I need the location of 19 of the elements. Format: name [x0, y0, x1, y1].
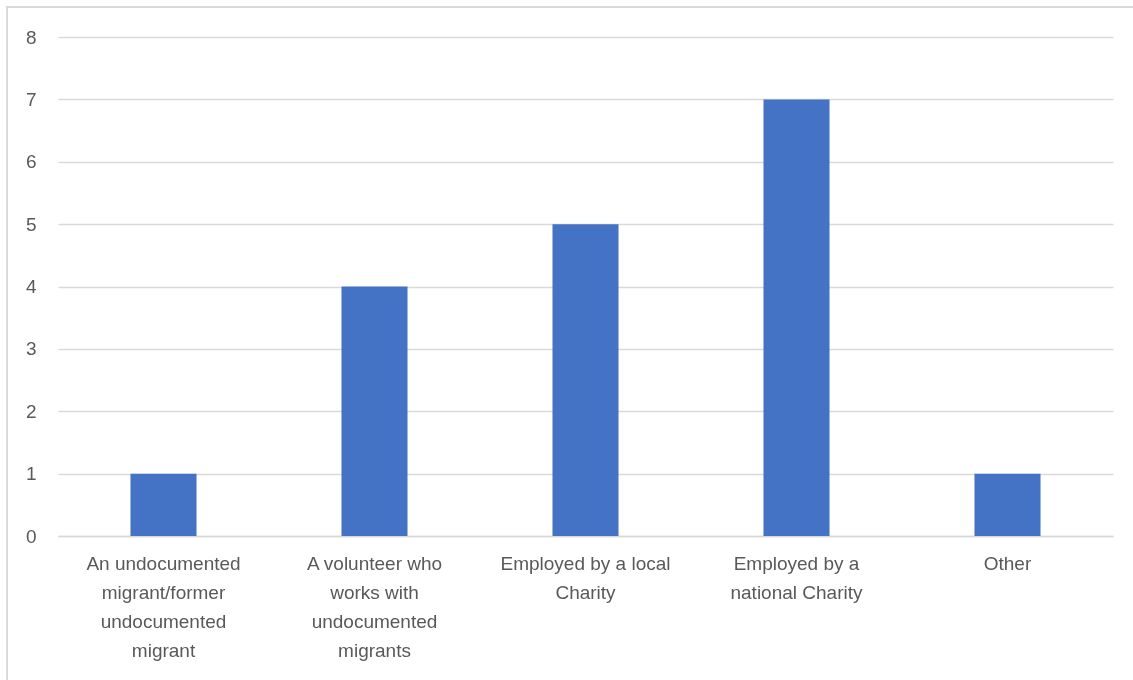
- bar: [974, 473, 1041, 536]
- y-tick-label: 8: [25, 26, 37, 48]
- x-tick-label: Employed by a local Charity: [500, 552, 671, 603]
- y-tick-label: 6: [25, 151, 37, 173]
- y-tick-label: 0: [25, 525, 37, 547]
- y-tick-label: 7: [25, 88, 37, 110]
- x-tick-label: An undocumented migrant/former undocumented migrant: [86, 552, 241, 661]
- y-tick-label: 2: [25, 400, 37, 422]
- x-tick-label: Other: [983, 552, 1032, 574]
- bar: [341, 286, 408, 536]
- y-tick-label: 1: [25, 463, 37, 485]
- y-tick-label: 4: [25, 276, 37, 297]
- bar: [552, 224, 619, 536]
- bar: [763, 99, 830, 536]
- bar: [130, 473, 197, 536]
- y-tick-label: 3: [25, 338, 37, 360]
- y-tick-label: 5: [25, 213, 37, 235]
- x-tick-label: A volunteer who works with undocumented migrants: [306, 552, 443, 661]
- x-tick-label: Employed by a national Charity: [730, 552, 863, 603]
